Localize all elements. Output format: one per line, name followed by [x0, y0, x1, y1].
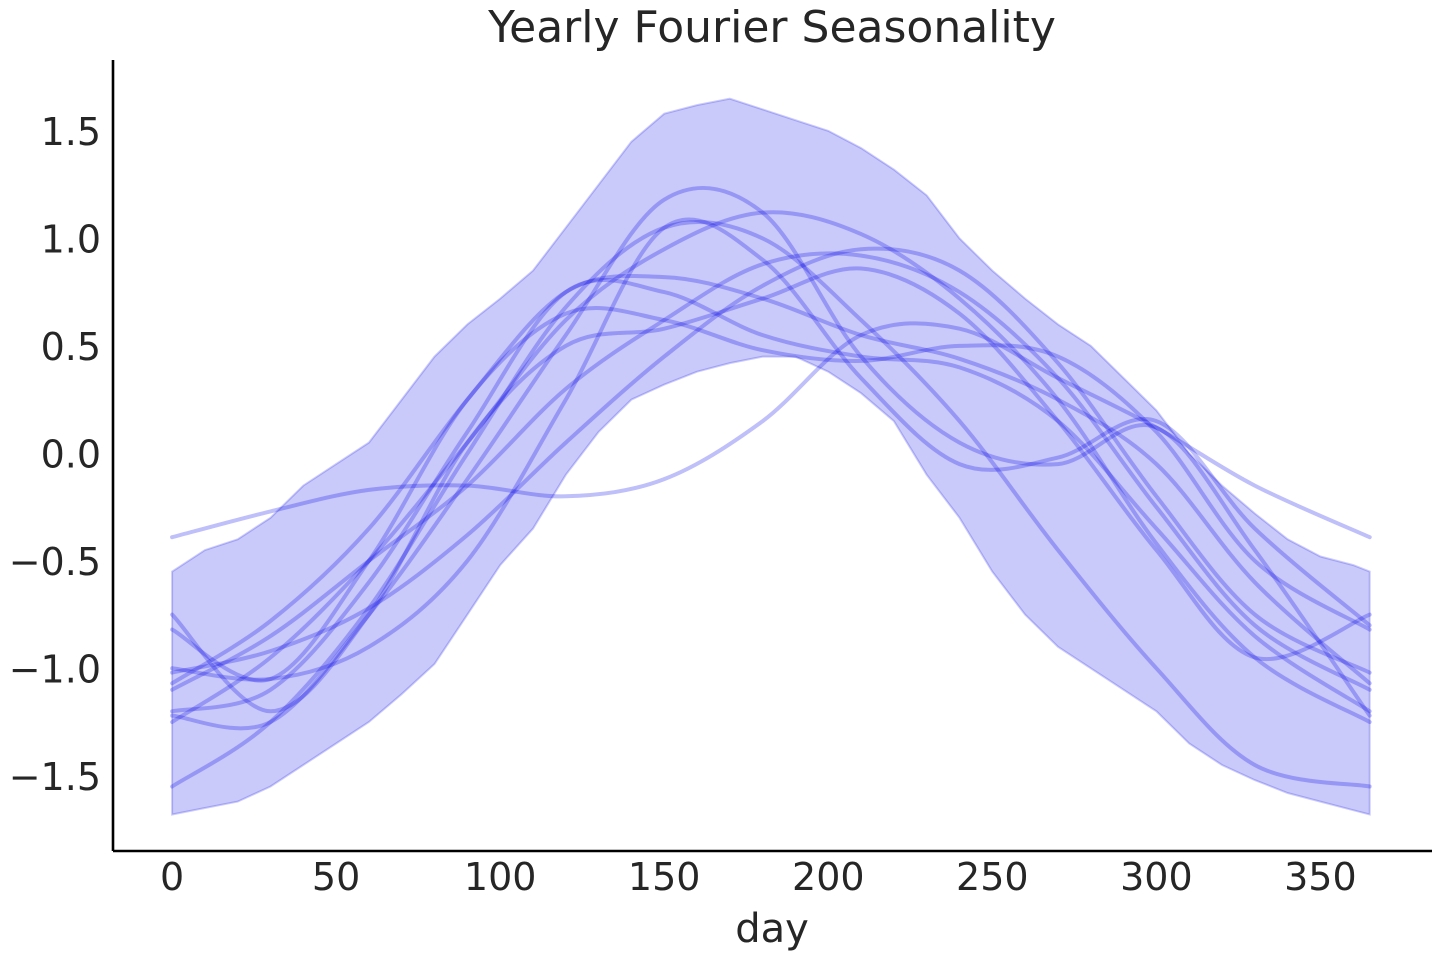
y-tick-label-1: −1.0: [9, 647, 101, 691]
uncertainty-band-layer: [171, 97, 1371, 816]
sample-line-4: [170, 219, 1372, 789]
x-tick-label-100: 100: [464, 855, 537, 899]
sample-line-5: [170, 185, 1372, 731]
y-tick-labels: −1.5 −1.0 −0.5 0.0 0.5 1.0 1.5: [9, 110, 101, 799]
x-tick-labels: 0 50 100 150 200 250 300 350: [160, 855, 1357, 899]
y-tick-label-4: 0.5: [41, 325, 101, 369]
sample-line-8: [170, 266, 1372, 714]
y-tick-label-5: 1.0: [41, 217, 101, 261]
sample-line-11: [170, 217, 1372, 682]
sample-line-10: [170, 251, 1372, 692]
uncertainty-band: [171, 97, 1371, 816]
x-tick-label-200: 200: [792, 855, 865, 899]
x-axis-label: day: [735, 906, 809, 952]
sample-line-6: [170, 210, 1372, 724]
x-tick-label-300: 300: [1120, 855, 1193, 899]
y-tick-label-3: 0.0: [41, 432, 101, 476]
y-tick-label-0: −1.5: [9, 755, 101, 799]
y-tick-label-2: −0.5: [9, 540, 101, 584]
sample-line-1: [170, 321, 1372, 540]
sample-line-9: [170, 278, 1372, 714]
sample-line-2: [170, 273, 1372, 686]
x-tick-label-150: 150: [628, 855, 701, 899]
x-tick-label-350: 350: [1284, 855, 1357, 899]
sample-line-7: [170, 246, 1372, 675]
chart-title: Yearly Fourier Seasonality: [487, 2, 1056, 53]
sample-lines-layer: [170, 185, 1372, 789]
x-tick-label-50: 50: [312, 855, 360, 899]
y-tick-label-6: 1.5: [41, 110, 101, 154]
x-tick-label-250: 250: [956, 855, 1029, 899]
x-tick-label-0: 0: [160, 855, 184, 899]
sample-line-3: [170, 306, 1372, 683]
